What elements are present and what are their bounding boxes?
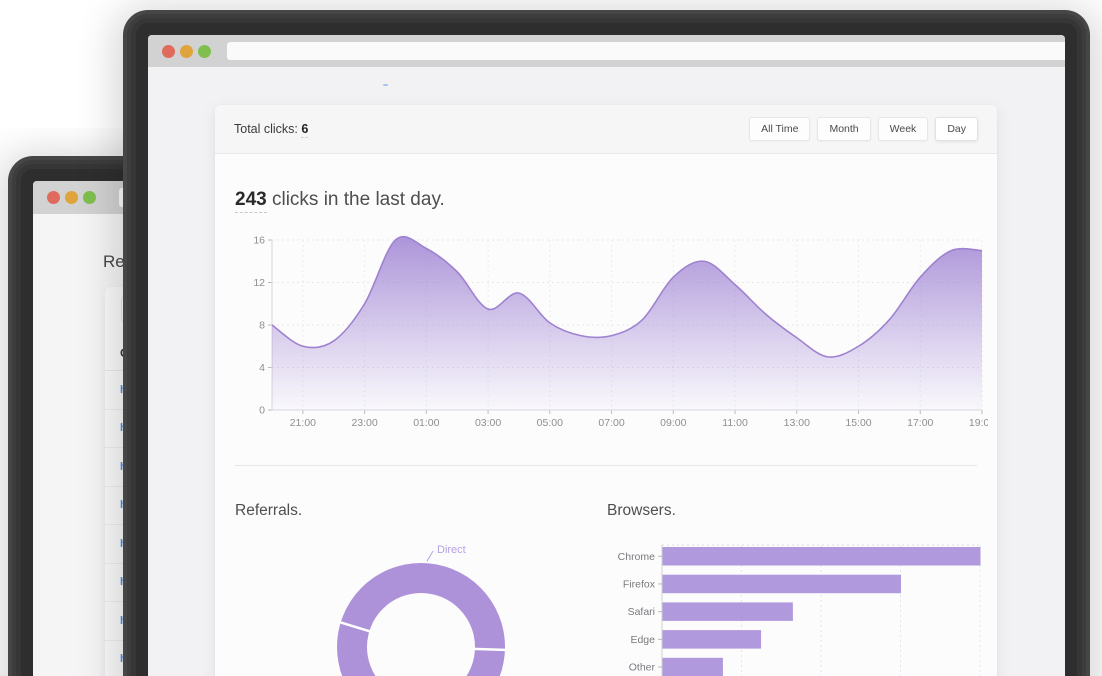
clicks-headline-text: clicks in the last day. [266, 189, 445, 210]
browsers-bar-chart: Chrome Firefox Safari Edge Other [618, 544, 981, 676]
browsers-title: Browsers. [607, 502, 676, 519]
close-window-button[interactable] [47, 191, 60, 204]
back-window-content: Recent Original https://https://https://… [33, 214, 148, 676]
svg-text:12: 12 [253, 277, 265, 289]
clicks-headline: 243 clicks in the last day. [235, 189, 445, 213]
svg-text:19:00: 19:00 [969, 417, 988, 429]
back-window-titlebar [33, 181, 148, 214]
front-address-bar[interactable] [227, 42, 1065, 60]
back-window-clip-region: Recent Original https://https://https://… [0, 128, 148, 676]
range-button-week[interactable]: Week [877, 117, 929, 141]
svg-text:09:00: 09:00 [660, 417, 686, 429]
svg-text:03:00: 03:00 [475, 417, 501, 429]
svg-text:15:00: 15:00 [845, 417, 871, 429]
front-window-titlebar [148, 35, 1065, 67]
svg-text:0: 0 [259, 405, 265, 417]
svg-text:Other: Other [629, 662, 656, 674]
svg-text:Chrome: Chrome [618, 551, 656, 563]
svg-text:07:00: 07:00 [598, 417, 624, 429]
close-window-button[interactable] [162, 44, 175, 58]
clicks-count: 243 [235, 189, 267, 213]
total-clicks: Total clicks: 6 [234, 122, 309, 138]
analytics-card: Total clicks: 6 All Time Month Week Day … [215, 105, 997, 676]
analytics-page: Total clicks: 6 All Time Month Week Day … [148, 67, 1065, 676]
maximize-window-button[interactable] [198, 44, 211, 58]
svg-text:21:00: 21:00 [290, 417, 316, 429]
section-divider [235, 465, 977, 466]
total-clicks-label: Total clicks: [234, 122, 298, 136]
minimize-window-button[interactable] [65, 191, 78, 204]
svg-text:23:00: 23:00 [351, 417, 377, 429]
svg-text:17:00: 17:00 [907, 417, 933, 429]
range-button-month[interactable]: Month [817, 117, 871, 141]
total-clicks-value: 6 [301, 122, 309, 138]
svg-text:01:00: 01:00 [413, 417, 439, 429]
svg-text:Firefox: Firefox [623, 578, 656, 590]
svg-text:16: 16 [253, 235, 265, 247]
svg-text:13:00: 13:00 [784, 417, 810, 429]
loading-dash-decoration [383, 84, 388, 86]
back-browser-window: Recent Original https://https://https://… [21, 169, 148, 676]
analytics-card-header: Total clicks: 6 All Time Month Week Day [215, 105, 997, 154]
minimize-window-button[interactable] [180, 44, 193, 58]
referrals-title: Referrals. [235, 502, 303, 519]
svg-text:Edge: Edge [630, 634, 655, 646]
svg-text:8: 8 [259, 320, 265, 332]
front-browser-window: Total clicks: 6 All Time Month Week Day … [136, 23, 1077, 676]
maximize-window-button[interactable] [83, 191, 96, 204]
svg-text:4: 4 [259, 362, 265, 374]
date-range-selector: All Time Month Week Day [742, 117, 978, 141]
direct-slice-label: Direct [437, 544, 466, 556]
referrals-donut-chart: Direct [337, 544, 508, 676]
svg-text:11:00: 11:00 [722, 417, 748, 429]
svg-text:Safari: Safari [628, 606, 655, 618]
front-window-controls [162, 44, 216, 58]
svg-text:05:00: 05:00 [537, 417, 563, 429]
range-button-all-time[interactable]: All Time [749, 117, 811, 141]
back-window-controls [47, 191, 101, 204]
range-button-day[interactable]: Day [935, 117, 978, 141]
clicks-area-chart: 0 4 8 12 16 21:00 23:00 01:00 03:00 05:00 07:00 09:… [253, 235, 988, 430]
